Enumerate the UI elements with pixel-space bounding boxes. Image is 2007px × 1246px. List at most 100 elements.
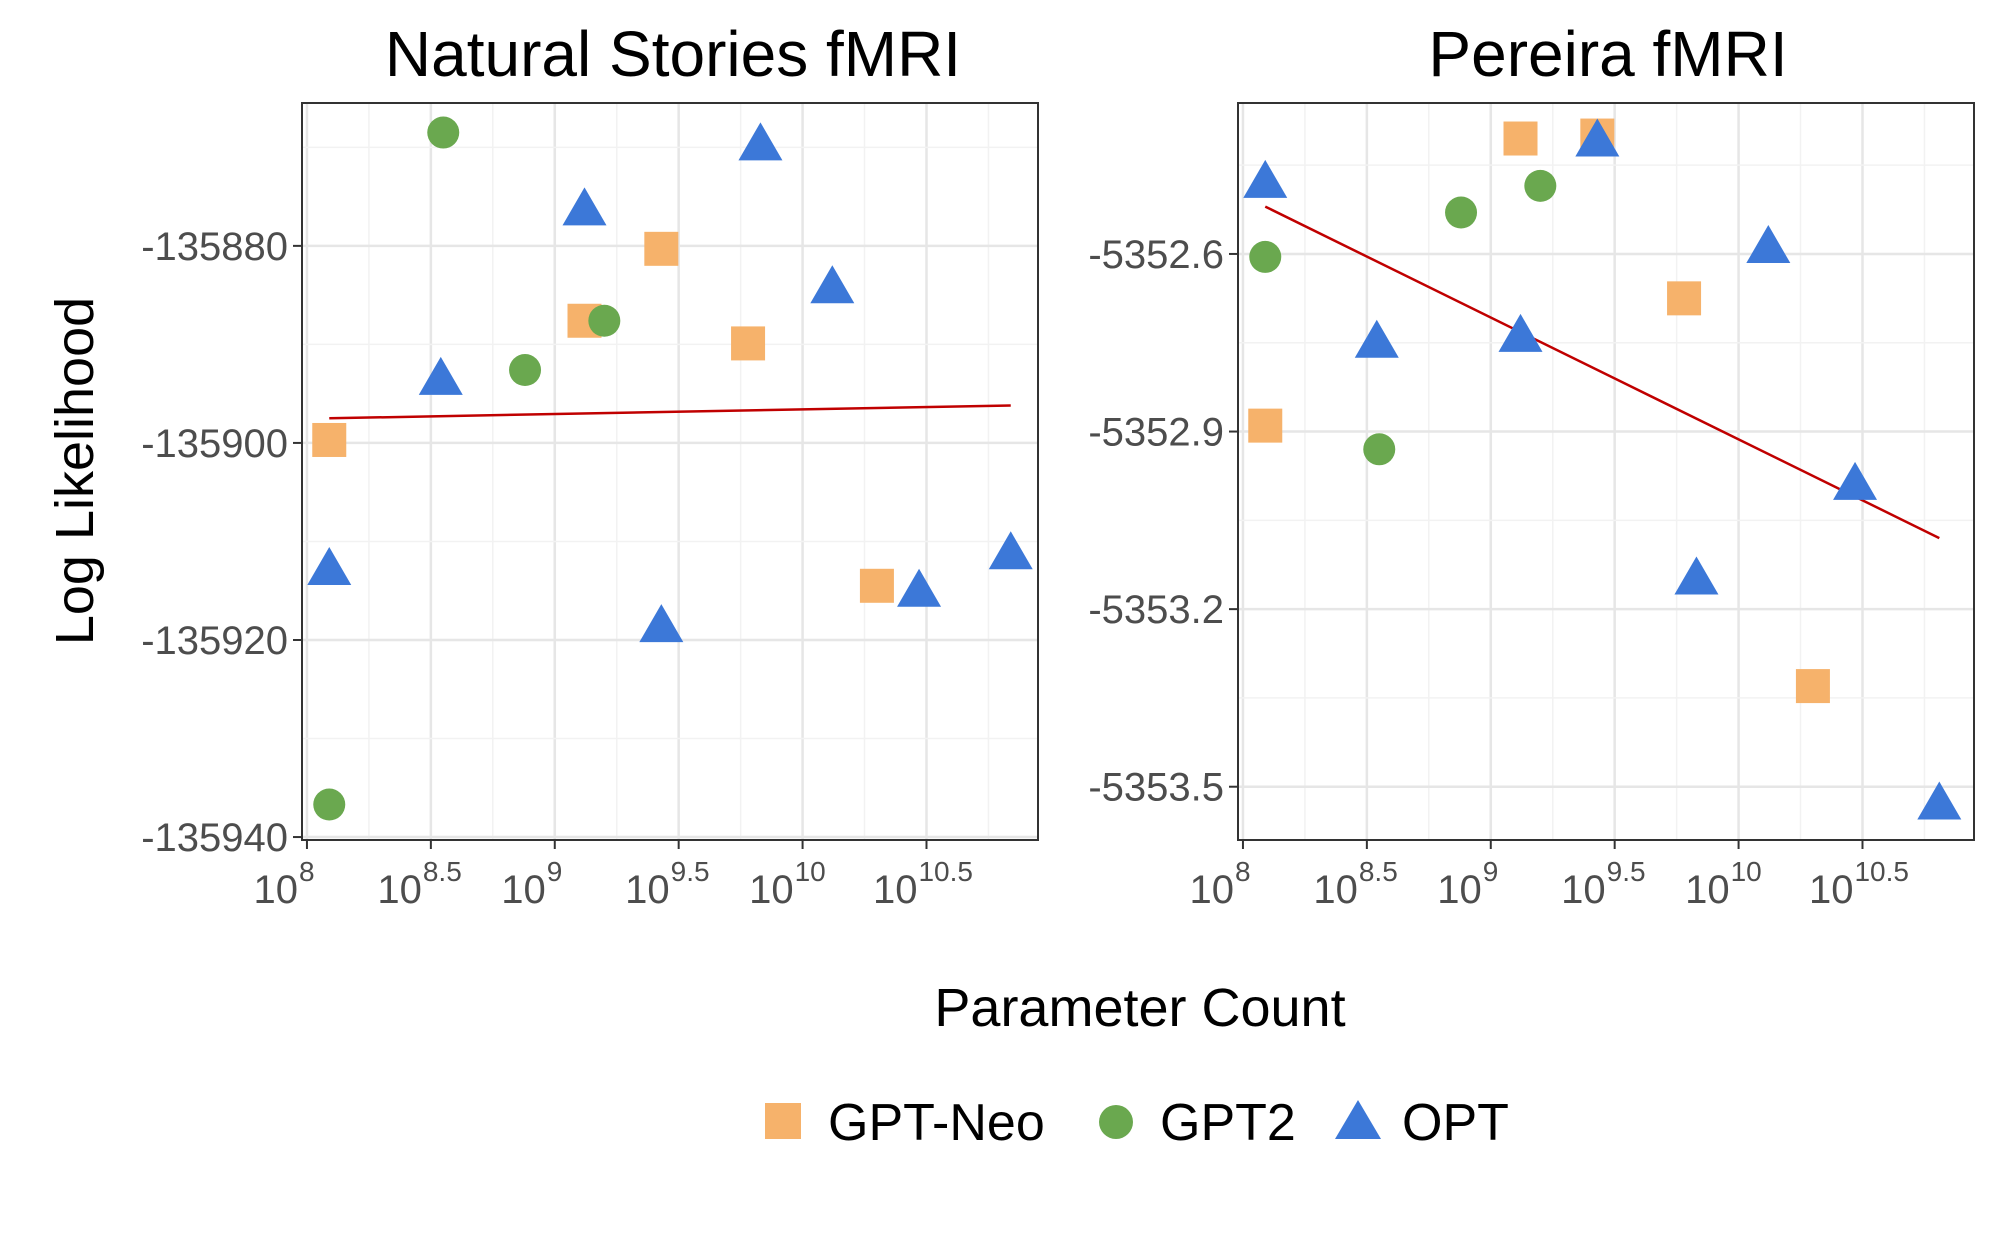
plot-border-natural-stories	[301, 102, 1039, 841]
point-opt	[307, 547, 352, 586]
x-tick-label: 10 8	[253, 856, 314, 912]
point-gpt-neo	[1248, 408, 1283, 443]
x-tick-exponent: 9.5	[1607, 856, 1646, 887]
x-tick-base: 10	[1809, 868, 1854, 912]
point-opt	[897, 568, 942, 607]
point-gpt2	[1445, 196, 1478, 229]
y-tick-label: -5352.6	[1088, 233, 1224, 277]
x-tick-label: 10 8.5	[1313, 856, 1397, 912]
legend-label-gpt-neo: GPT-Neo	[828, 1094, 1045, 1152]
point-gpt2	[588, 304, 621, 337]
panel-title-pereira: Pereira fMRI	[1428, 18, 1787, 90]
x-tick-label: 10 9.5	[625, 856, 709, 912]
x-tick-base: 10	[873, 868, 918, 912]
y-tick-label: -135920	[141, 619, 288, 663]
point-gpt2	[509, 354, 542, 387]
point-gpt-neo	[1503, 121, 1538, 156]
x-tick-exponent: 8.5	[423, 856, 462, 887]
point-opt	[1674, 556, 1719, 595]
point-opt	[639, 604, 684, 643]
x-tick-exponent: 10	[1731, 856, 1762, 887]
x-tick-exponent: 8	[299, 856, 315, 887]
point-gpt-neo	[1795, 669, 1830, 704]
point-opt	[1746, 225, 1791, 264]
legend-key-gpt-neo	[765, 1103, 801, 1139]
point-gpt-neo	[644, 231, 679, 266]
x-tick-exponent: 10	[795, 856, 826, 887]
point-gpt-neo	[731, 326, 766, 361]
legend-key-opt	[1335, 1100, 1381, 1139]
point-opt	[738, 122, 783, 161]
y-tick-label: -5353.5	[1088, 766, 1224, 810]
point-gpt2	[1249, 240, 1282, 273]
y-tick-label: -5353.2	[1088, 588, 1224, 632]
panel-title-natural-stories: Natural Stories fMRI	[385, 18, 961, 90]
y-tick-label: -135940	[141, 816, 288, 860]
y-axis-title: Log Likelihood	[45, 297, 105, 645]
y-tick-label: -5352.9	[1088, 411, 1224, 455]
legend-label-opt: OPT	[1402, 1094, 1509, 1152]
x-tick-base: 10	[625, 868, 670, 912]
point-gpt2	[427, 116, 460, 149]
x-tick-exponent: 9.5	[671, 856, 710, 887]
x-tick-base: 10	[1437, 868, 1482, 912]
grid-natural-stories	[302, 103, 1038, 840]
point-opt	[810, 265, 855, 304]
x-tick-exponent: 10.5	[1854, 856, 1909, 887]
x-tick-label: 10 9.5	[1561, 856, 1645, 912]
point-gpt-neo	[312, 422, 347, 457]
y-tick-label: -135880	[141, 225, 288, 269]
point-gpt2	[1363, 433, 1396, 466]
trend-line	[329, 404, 1011, 420]
panel-pereira: Pereira fMRI -5352.6 -5352.9 -5353.2 -5353.…	[1088, 18, 1975, 912]
x-tick-label: 10 10.5	[873, 856, 973, 912]
x-tick-base: 10	[377, 868, 422, 912]
point-gpt-neo	[1667, 281, 1702, 316]
x-tick-exponent: 8	[1235, 856, 1251, 887]
x-tick-base: 10	[1685, 868, 1730, 912]
legend-key-gpt2	[1099, 1105, 1133, 1139]
panel-natural-stories: Natural Stories fMRI -135880 -135900 -1359…	[141, 18, 1039, 912]
x-tick-label: 10 9	[1437, 856, 1498, 912]
x-ticks-natural-stories: 10 8 10 8.5 10 9 10 9.5 10 10 10 10.5	[253, 840, 973, 912]
x-ticks-pereira: 10 8 10 8.5 10 9 10 9.5 10 10 10 10.5	[1189, 840, 1909, 912]
x-tick-base: 10	[749, 868, 794, 912]
x-tick-label: 10 9	[501, 856, 562, 912]
trend-pereira	[1264, 205, 1940, 540]
x-tick-label: 10 10.5	[1809, 856, 1909, 912]
x-tick-exponent: 9	[1483, 856, 1499, 887]
x-tick-base: 10	[501, 868, 546, 912]
points-pereira	[1243, 118, 1962, 820]
point-gpt2	[1524, 169, 1557, 202]
point-opt	[1917, 781, 1962, 820]
y-ticks-natural-stories: -135880 -135900 -135920 -135940	[141, 225, 302, 860]
point-opt	[562, 187, 607, 226]
x-tick-base: 10	[253, 868, 298, 912]
x-tick-label: 10 8.5	[377, 856, 461, 912]
x-tick-base: 10	[1313, 868, 1358, 912]
x-tick-label: 10 10	[1685, 856, 1762, 912]
point-opt	[1354, 319, 1399, 358]
point-gpt2	[313, 788, 346, 821]
x-tick-exponent: 10.5	[918, 856, 973, 887]
grid-pereira	[1238, 103, 1974, 840]
y-ticks-pereira: -5352.6 -5352.9 -5353.2 -5353.5	[1088, 233, 1238, 810]
legend: GPT-Neo GPT2 OPT	[765, 1094, 1509, 1152]
x-tick-exponent: 9	[547, 856, 563, 887]
y-tick-label: -135900	[141, 422, 288, 466]
point-gpt-neo	[859, 568, 894, 603]
point-opt	[1575, 118, 1620, 157]
points-natural-stories	[307, 116, 1033, 821]
x-tick-label: 10 8	[1189, 856, 1250, 912]
plot-border-pereira	[1237, 102, 1975, 841]
plot-background	[302, 103, 1038, 840]
point-opt	[1243, 159, 1288, 198]
point-opt	[1833, 461, 1878, 500]
x-tick-base: 10	[1561, 868, 1606, 912]
point-opt	[988, 531, 1033, 570]
point-opt	[1498, 313, 1543, 352]
x-axis-title: Parameter Count	[934, 978, 1345, 1038]
trend-line	[1264, 205, 1940, 540]
trend-natural-stories	[329, 404, 1011, 420]
